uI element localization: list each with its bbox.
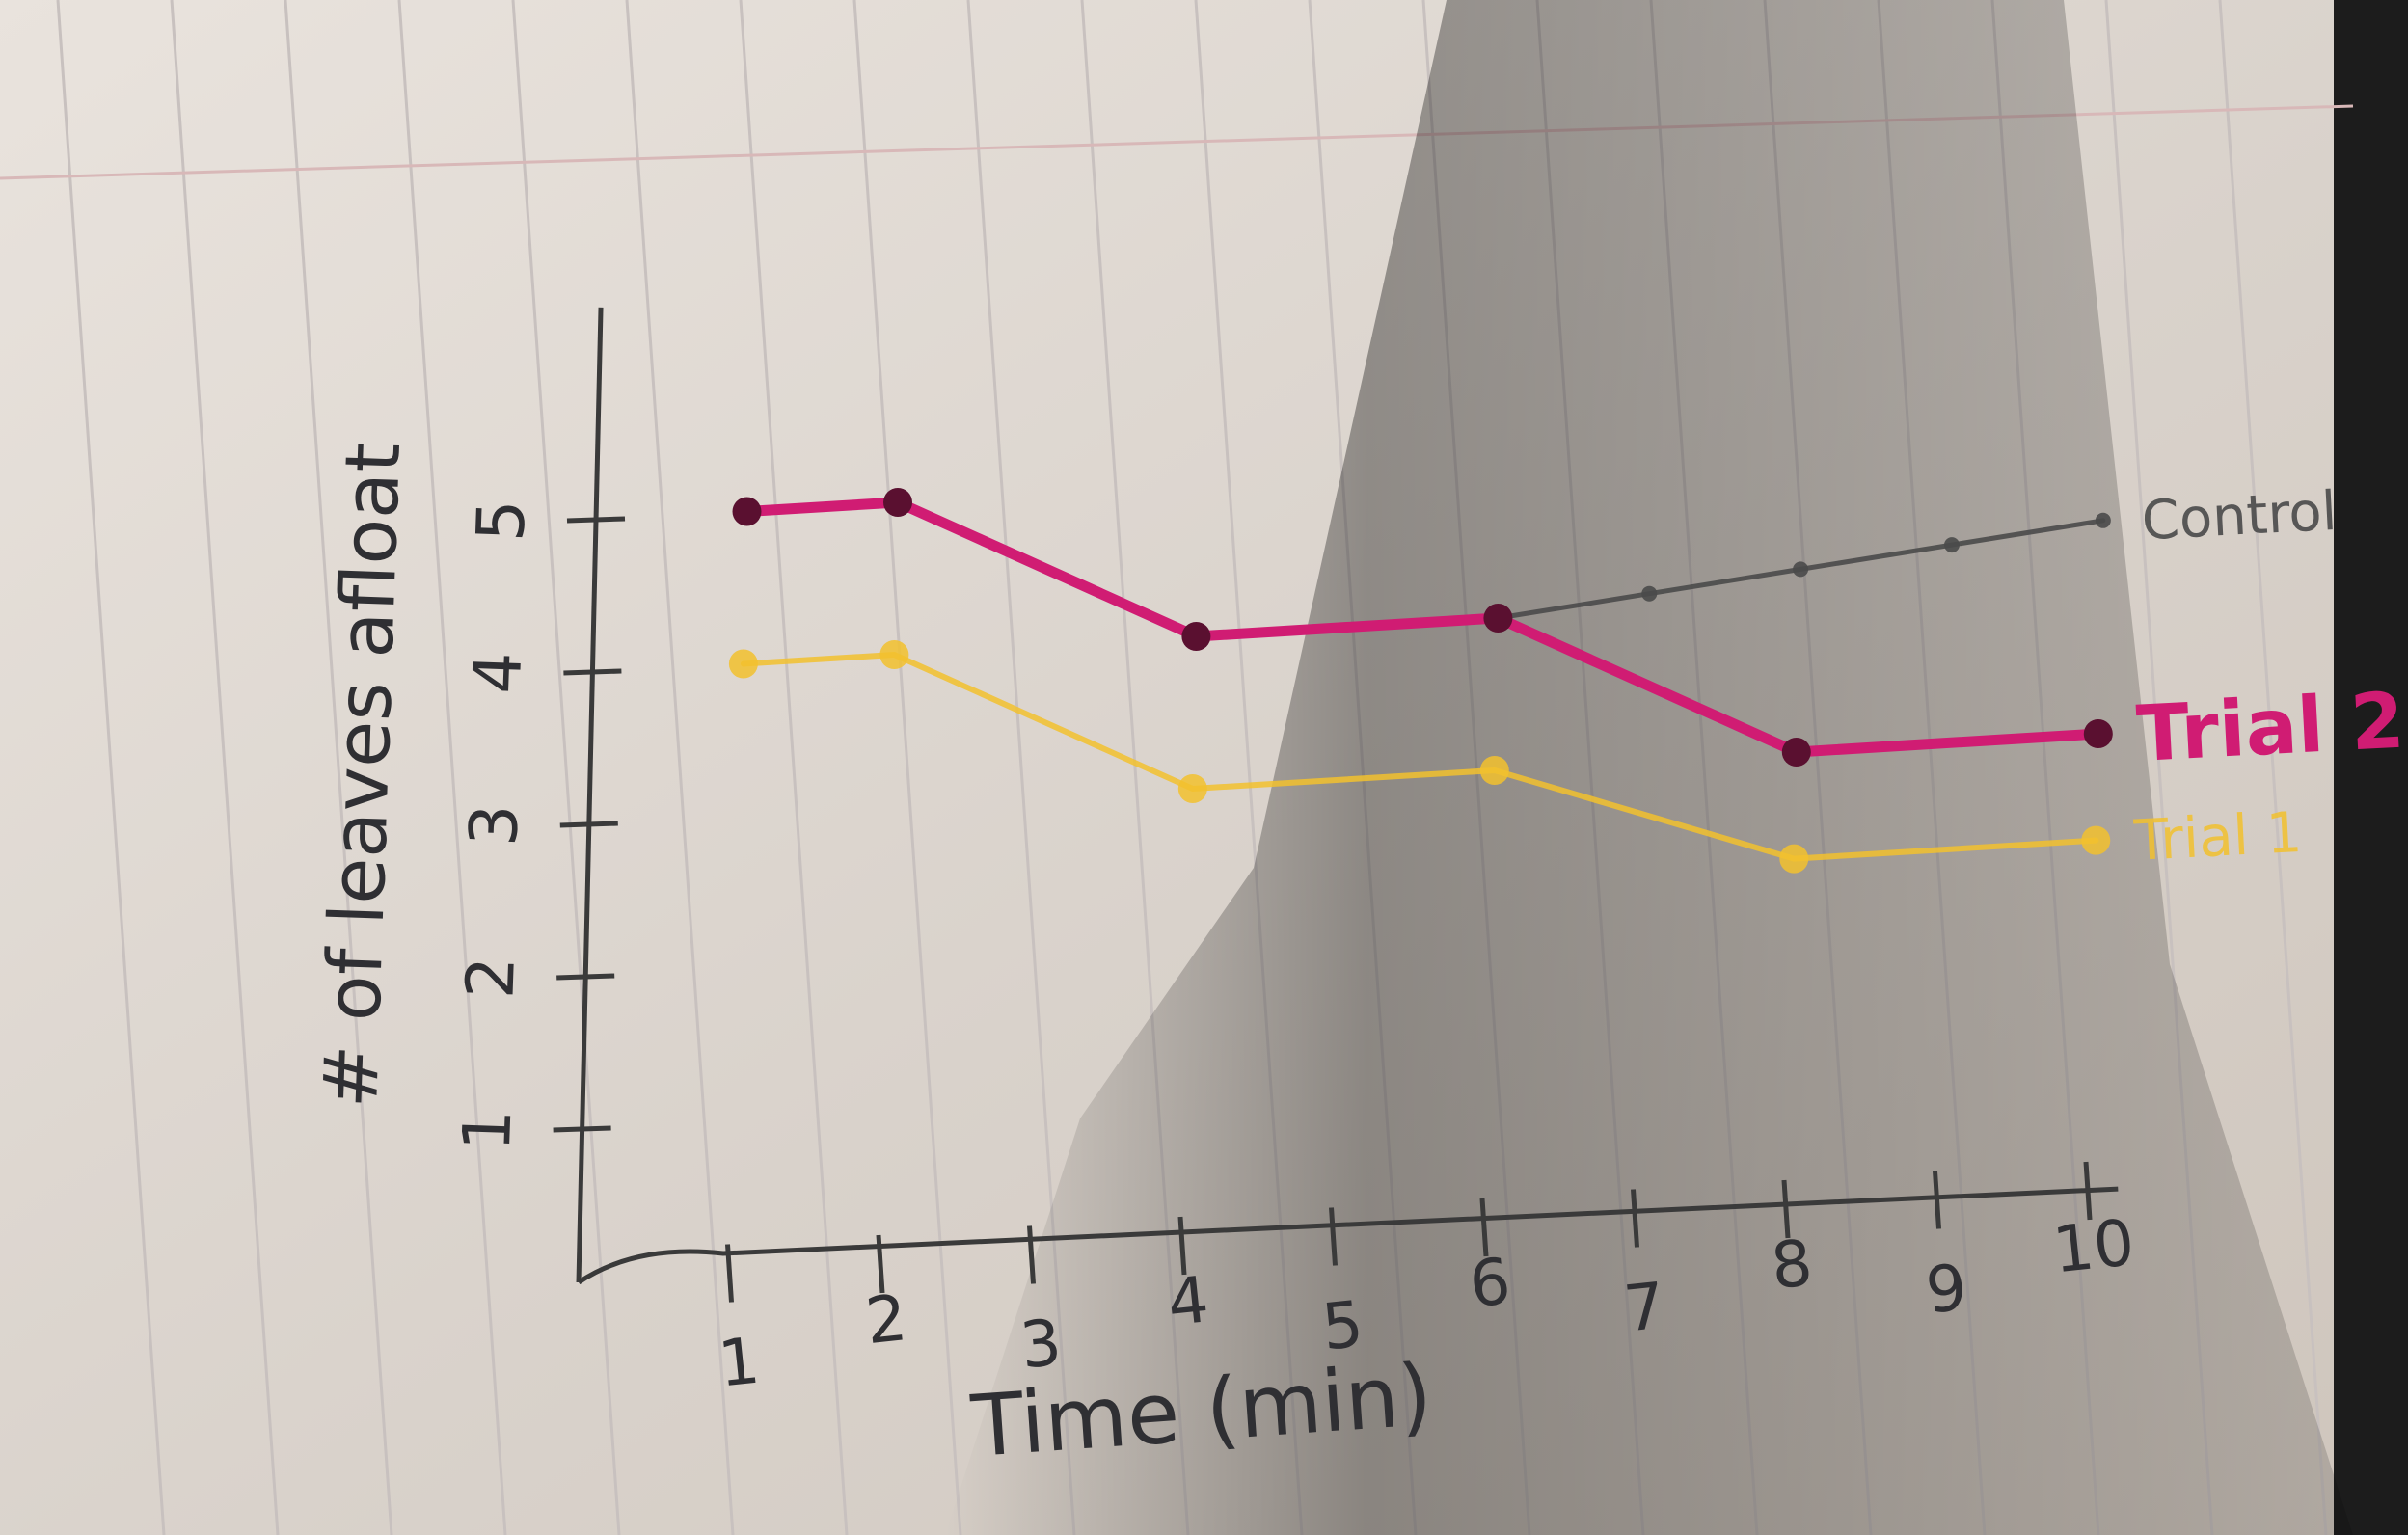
y-tick-mark <box>556 973 615 981</box>
trial-1-point <box>2081 825 2111 855</box>
x-tick-mark <box>876 1234 885 1294</box>
rule-line <box>284 0 393 1535</box>
rule-line <box>170 0 280 1535</box>
rule-line <box>739 0 849 1535</box>
x-tick-label: 9 <box>1922 1251 1970 1329</box>
trial-1-point <box>1779 844 1809 874</box>
x-tick-label: 4 <box>1164 1262 1212 1340</box>
x-tick-label: 6 <box>1466 1244 1514 1322</box>
x-tick-mark <box>1177 1216 1187 1276</box>
y-tick-label: 1 <box>449 1108 527 1152</box>
trial-2-point <box>2083 719 2113 748</box>
x-tick-label: 10 <box>2049 1205 2138 1287</box>
trial-2-point <box>1781 738 1811 767</box>
x-tick-mark <box>1329 1207 1338 1266</box>
x-ticks: 1 2 3 4 5 6 7 8 9 10 <box>715 1161 2138 1402</box>
trial-1-line <box>740 652 2099 862</box>
control-point <box>1793 561 1809 578</box>
x-tick-mark <box>725 1244 734 1303</box>
trial-2-point <box>732 497 762 526</box>
control-point <box>1641 585 1658 602</box>
x-tick-label: 5 <box>1318 1287 1366 1365</box>
y-tick-mark <box>566 516 626 524</box>
x-tick-label: 7 <box>1620 1269 1668 1347</box>
rule-line <box>625 0 735 1535</box>
trial-1-point <box>879 640 909 669</box>
control-legend-label: Control <box>2140 480 2339 553</box>
legend: Control Trial 2 Trial 1 <box>2132 480 2407 874</box>
control-point <box>1943 537 1960 553</box>
trial-1-point <box>728 649 758 679</box>
rule-line <box>2218 0 2328 1535</box>
rule-line <box>852 0 962 1535</box>
y-tick-label: 2 <box>452 956 529 1000</box>
x-tick-label: 1 <box>715 1324 763 1402</box>
trial-1-point <box>1479 756 1509 785</box>
x-tick-mark <box>1781 1179 1791 1239</box>
x-tick-label: 3 <box>1016 1306 1065 1384</box>
x-axis <box>577 1186 2119 1285</box>
x-tick-mark <box>1027 1225 1036 1284</box>
trial-2-legend-label: Trial 2 <box>2134 676 2406 779</box>
trial-2-point <box>1181 622 1211 651</box>
x-tick-label: 8 <box>1768 1225 1816 1304</box>
y-tick-label: 5 <box>463 498 540 543</box>
y-tick-mark <box>559 821 618 828</box>
hand-shadow <box>945 0 2353 1535</box>
y-axis <box>576 307 604 1283</box>
series-layer <box>728 488 2113 874</box>
y-tick-mark <box>553 1125 611 1133</box>
y-tick-label: 3 <box>456 803 533 848</box>
rule-line <box>397 0 507 1535</box>
rule-line <box>56 0 166 1535</box>
x-tick-mark <box>1631 1189 1639 1248</box>
desk-edge <box>2334 0 2408 1535</box>
x-tick-mark <box>1933 1171 1941 1229</box>
x-tick-mark <box>2083 1161 2093 1221</box>
trial-1-point <box>1177 774 1207 803</box>
trial-2-point <box>1483 604 1513 633</box>
x-tick-mark <box>1479 1198 1489 1257</box>
x-tick-label: 2 <box>862 1280 910 1359</box>
y-tick-label: 4 <box>460 651 537 695</box>
y-tick-mark <box>563 668 622 676</box>
trial-2-point <box>883 488 912 517</box>
trial-1-legend-label: Trial 1 <box>2132 799 2304 874</box>
trial-2-line <box>742 497 2104 758</box>
control-point <box>2095 512 2111 528</box>
rule-line <box>511 0 621 1535</box>
y-ticks: 1 2 3 4 5 <box>449 498 626 1152</box>
